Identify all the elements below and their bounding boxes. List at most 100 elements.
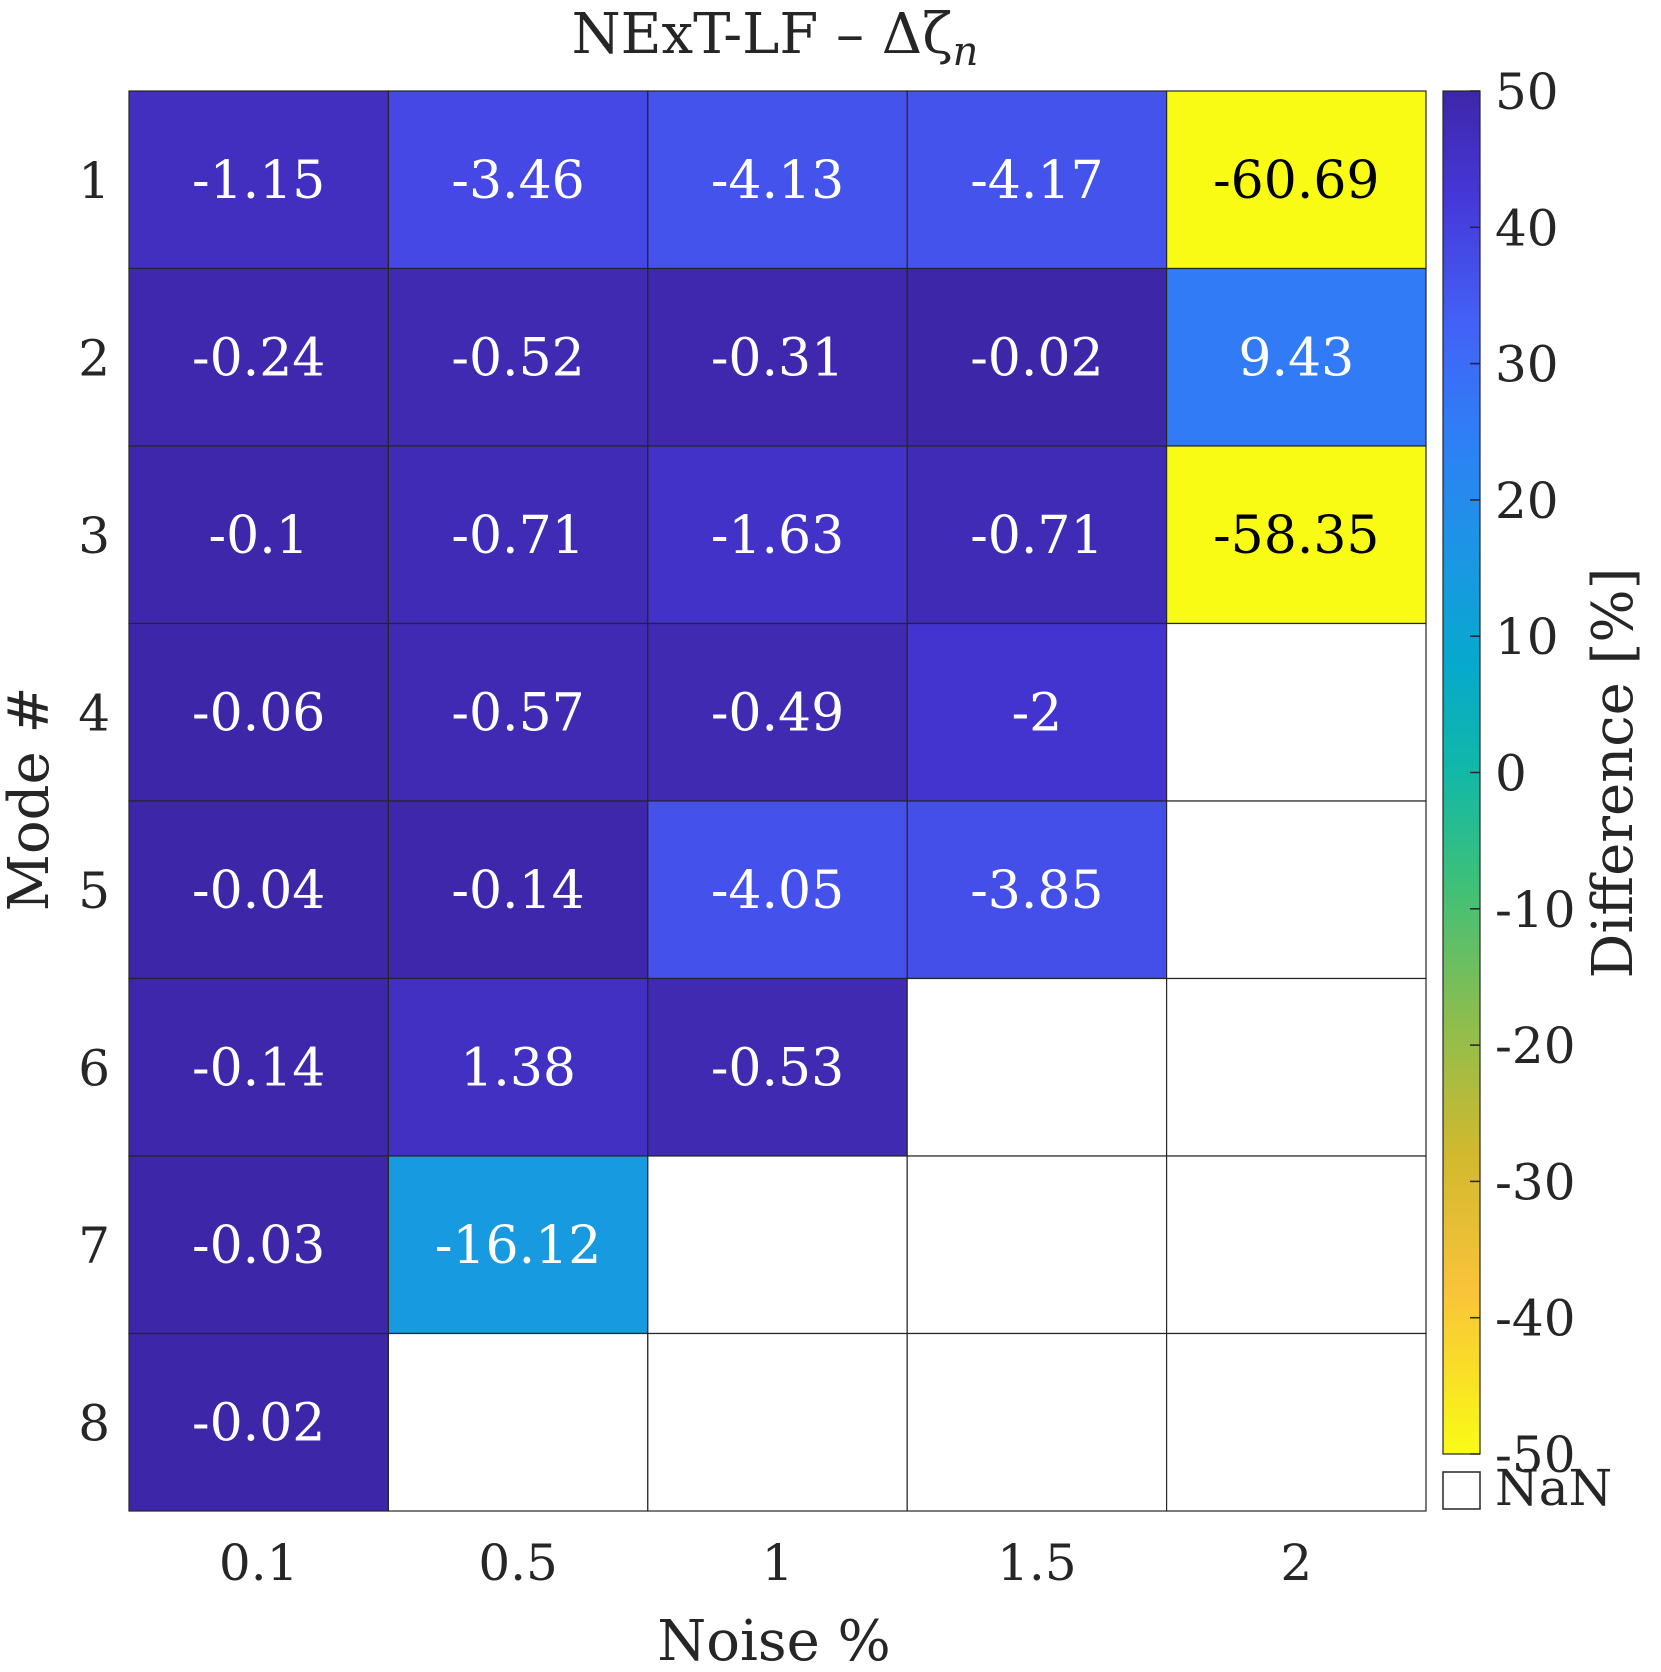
cell-value-label: -0.31: [711, 328, 844, 388]
colorbar-tick-label: -20: [1495, 1017, 1576, 1075]
heatmap-cell: [647, 622, 908, 802]
cell-value-label: -0.02: [970, 328, 1103, 388]
y-axis-title: Mode #: [0, 687, 62, 912]
colorbar: 50 40 30 20 10 0 -10 -20 -30 -40 -50 NaN Differenc…: [1442, 63, 1646, 1517]
heatmap-cell: [1165, 1332, 1427, 1512]
y-tick-label: 6: [78, 1039, 110, 1097]
y-tick-label: 7: [78, 1217, 110, 1275]
colorbar-tick-label: 0: [1495, 745, 1527, 803]
colorbar-tick-label: 10: [1495, 608, 1559, 666]
colorbar-title: Difference [%]: [1581, 568, 1646, 979]
cell-value-label: -3.85: [970, 861, 1103, 921]
nan-legend-label: NaN: [1495, 1459, 1612, 1517]
heatmap-cell: [387, 445, 649, 625]
heatmap-cell: [1165, 445, 1427, 625]
y-tick-label: 8: [78, 1394, 110, 1452]
cell-value-label: -0.24: [192, 328, 325, 388]
heatmap-cell: [387, 90, 649, 270]
cell-value-label: -58.35: [1213, 506, 1379, 566]
heatmap-cells: -1.15 -3.46 -4.13 -4.17 -60.69 -0.24 -0.52 -0.3…: [128, 90, 1427, 1512]
heatmap-cell: [647, 445, 908, 625]
colorbar-ticks: 50 40 30 20 10 0 -10 -20 -30 -40 -50: [1470, 63, 1576, 1484]
y-tick-label: 2: [78, 329, 110, 387]
cell-value-label: -3.46: [451, 151, 584, 211]
y-tick-labels: 1 2 3 4 5 6 7 8: [78, 152, 110, 1453]
cell-value-label: -1.15: [192, 151, 325, 211]
heatmap-cell: [387, 977, 649, 1157]
cell-value-label: -4.17: [970, 151, 1103, 211]
colorbar-tick-label: 50: [1495, 63, 1559, 121]
cell-value-label: -0.1: [209, 506, 309, 566]
cell-value-label: -0.57: [451, 683, 584, 743]
heatmap-cell: [128, 622, 389, 802]
heatmap-cell: [906, 1155, 1168, 1335]
chart-title-subscript: n: [953, 29, 979, 75]
colorbar-tick-label: 40: [1495, 199, 1559, 257]
y-tick-label: 5: [78, 862, 110, 920]
colorbar-tick-label: -30: [1495, 1153, 1576, 1211]
cell-value-label: -0.14: [192, 1038, 325, 1098]
x-tick-label: 1.5: [997, 1534, 1077, 1592]
colorbar-tick-label: 20: [1495, 472, 1559, 530]
y-tick-label: 1: [78, 152, 110, 210]
heatmap-cell: [128, 90, 389, 270]
cell-value-label: -16.12: [435, 1216, 601, 1276]
cell-value-label: 1.38: [460, 1038, 576, 1098]
heatmap-cell: [647, 1332, 908, 1512]
heatmap-cell: [906, 445, 1168, 625]
y-tick-label: 4: [78, 684, 110, 742]
heatmap-cell: [906, 90, 1168, 270]
colorbar-tick-label: -10: [1495, 881, 1576, 939]
cell-value-label: -0.04: [192, 861, 325, 921]
cell-value-label: -0.06: [192, 683, 325, 743]
heatmap-cell: [1165, 622, 1427, 802]
cell-value-label: -0.71: [451, 506, 584, 566]
heatmap-cell: [906, 1332, 1168, 1512]
heatmap-cell: [387, 267, 649, 447]
chart-title: NExT-LF – Δζn: [572, 2, 979, 75]
heatmap-cell: [387, 800, 649, 980]
heatmap-cell: [387, 1332, 649, 1512]
cell-value-label: -0.52: [451, 328, 584, 388]
cell-value-label: -1.63: [711, 506, 844, 566]
cell-value-label: 9.43: [1238, 328, 1354, 388]
x-tick-label: 0.1: [219, 1534, 299, 1592]
x-axis-title: Noise %: [657, 1609, 891, 1672]
colorbar-tick-label: -50: [1495, 1426, 1576, 1484]
y-tick-label: 3: [78, 507, 110, 565]
heatmap-cell: [128, 1332, 389, 1512]
heatmap-cell: [647, 1155, 908, 1335]
cell-value-label: -0.03: [192, 1216, 325, 1276]
cell-value-label: -0.71: [970, 506, 1103, 566]
cell-value-label: -4.13: [711, 151, 844, 211]
cell-value-label: -0.02: [192, 1393, 325, 1453]
heatmap-cell: [1165, 90, 1427, 270]
cell-value-label: -0.53: [711, 1038, 844, 1098]
heatmap-cell: [128, 267, 389, 447]
heatmap-cell: [1165, 800, 1427, 980]
cell-value-label: -60.69: [1213, 151, 1379, 211]
heatmap-cell: [647, 977, 908, 1157]
cell-value-label: -4.05: [711, 861, 844, 921]
heatmap-cell: [128, 800, 389, 980]
heatmap-cell: [387, 622, 649, 802]
heatmap-cell: [906, 800, 1168, 980]
heatmap-cell: [1165, 1155, 1427, 1335]
heatmap-cell: [647, 90, 908, 270]
heatmap-cell: [1165, 267, 1427, 447]
x-tick-label: 1: [762, 1534, 794, 1592]
heatmap-cell: [906, 622, 1168, 802]
colorbar-tick-label: 30: [1495, 336, 1559, 394]
heatmap-cell: [1165, 977, 1427, 1157]
colorbar-tick-label: -40: [1495, 1290, 1576, 1348]
nan-legend-swatch: [1442, 1471, 1481, 1510]
heatmap-cell: [647, 267, 908, 447]
x-tick-label: 2: [1280, 1534, 1312, 1592]
heatmap-cell: [647, 800, 908, 980]
cell-value-label: -0.14: [451, 861, 584, 921]
cell-value-label: -2: [1012, 683, 1063, 743]
heatmap-cell: [128, 1155, 389, 1335]
x-tick-label: 0.5: [478, 1534, 558, 1592]
x-tick-labels: 0.1 0.5 1 1.5 2: [219, 1534, 1312, 1592]
